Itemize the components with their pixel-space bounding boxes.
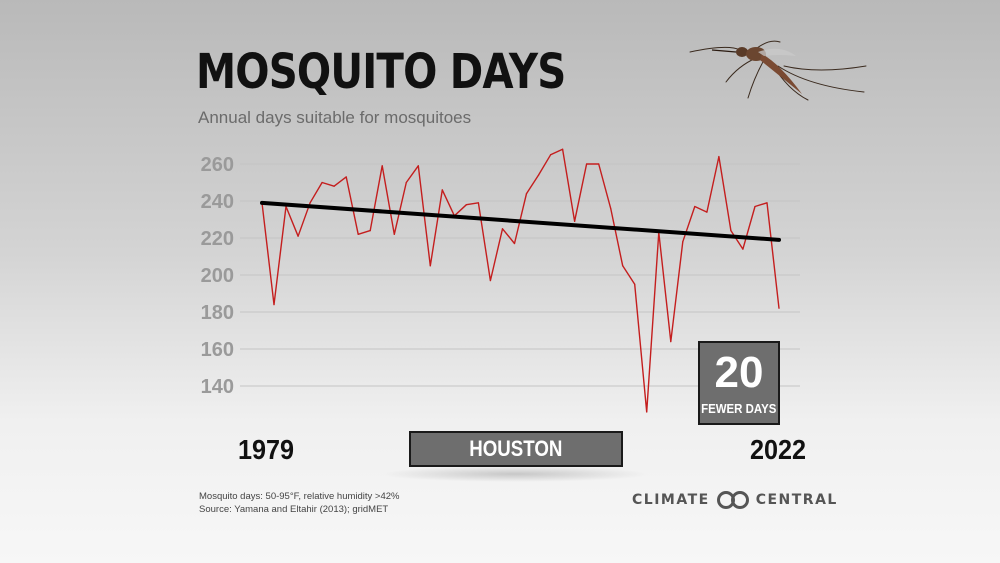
- data-point-2022: [778, 307, 780, 309]
- data-point-2000: [513, 242, 516, 245]
- callout-text: FEWER DAYS: [701, 400, 777, 416]
- location-label: HOUSTON: [409, 431, 623, 467]
- y-tick-label-160: 160: [201, 339, 234, 361]
- y-tick-label-140: 140: [201, 376, 234, 398]
- climate-central-logo: CLIMATE CENTRAL: [632, 491, 838, 509]
- data-point-2001: [525, 193, 528, 195]
- data-point-1980: [273, 304, 275, 306]
- footnote: Mosquito days: 50-95°F, relative humidit…: [199, 490, 400, 516]
- data-point-2016: [706, 211, 708, 213]
- data-point-2007: [598, 163, 600, 165]
- data-point-2014: [682, 241, 684, 243]
- mosquito-icon: [668, 30, 868, 110]
- y-tick-label-240: 240: [201, 191, 234, 213]
- data-point-2011: [646, 411, 648, 413]
- data-point-1987: [357, 233, 359, 235]
- data-point-2002: [537, 174, 540, 176]
- y-tick-label-220: 220: [201, 228, 234, 250]
- data-point-1991: [405, 181, 407, 184]
- footnote-definition: Mosquito days: 50-95°F, relative humidit…: [199, 491, 400, 502]
- data-point-1992: [417, 165, 419, 167]
- climate-central-logo-icon: [716, 491, 749, 509]
- data-point-1985: [333, 185, 335, 187]
- data-point-2004: [561, 148, 564, 150]
- chart-subtitle: Annual days suitable for mosquitoes: [198, 108, 472, 127]
- data-point-2021: [766, 202, 768, 204]
- data-point-2015: [694, 205, 696, 208]
- data-point-1997: [477, 202, 480, 204]
- location-text: HOUSTON: [469, 436, 563, 461]
- change-callout: 20 FEWER DAYS: [698, 341, 780, 425]
- data-point-1984: [321, 181, 323, 184]
- data-point-2020: [754, 205, 756, 208]
- data-point-1989: [381, 165, 383, 167]
- data-point-1998: [489, 279, 492, 282]
- callout-number: 20: [714, 347, 764, 397]
- data-point-1986: [345, 176, 347, 178]
- data-point-1982: [297, 235, 299, 237]
- data-point-1983: [309, 202, 311, 204]
- data-point-2003: [549, 154, 552, 156]
- logo-text-right: CENTRAL: [755, 492, 838, 508]
- data-point-2009: [622, 265, 624, 267]
- data-point-1996: [465, 204, 467, 206]
- page-title: MOSQUITO DAYS: [196, 44, 566, 100]
- data-point-2006: [586, 163, 588, 165]
- data-point-2010: [634, 283, 636, 285]
- x-start-label: 1979: [238, 434, 295, 465]
- data-point-1993: [429, 265, 431, 267]
- data-point-2018: [730, 230, 732, 232]
- y-tick-label-260: 260: [201, 154, 234, 176]
- data-point-1990: [393, 233, 395, 235]
- data-point-2017: [718, 156, 720, 158]
- data-point-2008: [610, 207, 612, 209]
- data-line-series: [261, 148, 780, 413]
- data-point-1999: [501, 228, 504, 230]
- y-tick-label-200: 200: [201, 265, 234, 287]
- data-point-1988: [369, 230, 371, 232]
- logo-text-left: CLIMATE: [632, 492, 710, 508]
- data-point-2013: [670, 341, 672, 343]
- trend-line: [260, 200, 781, 242]
- data-point-2005: [574, 220, 576, 222]
- location-shadow: [380, 466, 650, 482]
- x-end-label: 2022: [750, 434, 807, 465]
- footnote-source: Source: Yamana and Eltahir (2013); gridM…: [199, 504, 389, 515]
- y-tick-label-180: 180: [201, 302, 234, 324]
- data-point-1994: [441, 189, 443, 191]
- data-point-2019: [742, 248, 744, 250]
